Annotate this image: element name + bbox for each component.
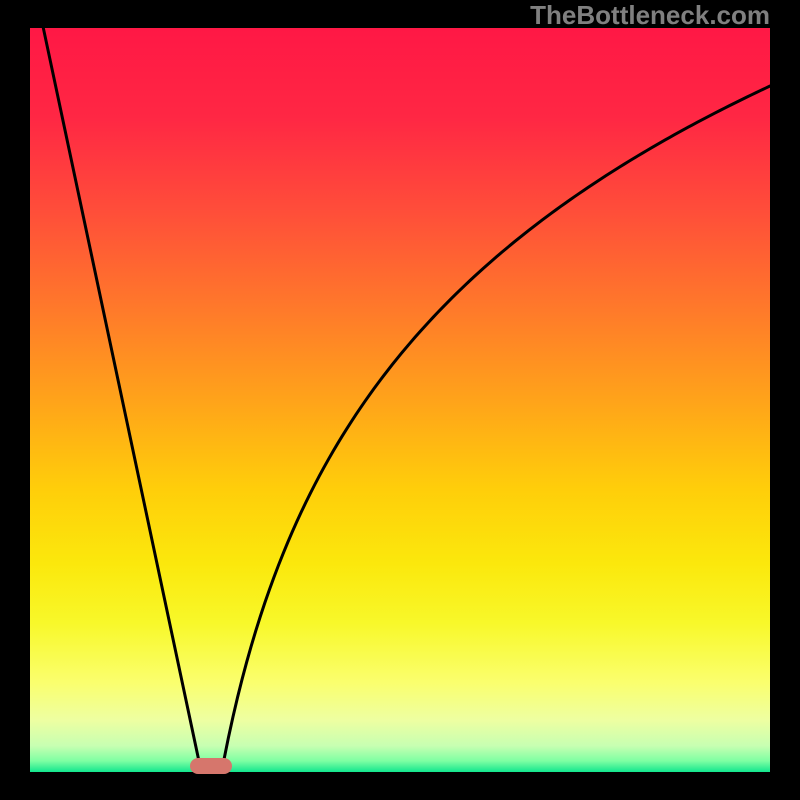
bottom-marker: [190, 758, 232, 774]
left-descending-line: [43, 28, 198, 760]
watermark-text: TheBottleneck.com: [530, 0, 770, 31]
plot-area: [30, 28, 770, 772]
chart-root: TheBottleneck.com: [0, 0, 800, 800]
right-rising-curve: [224, 86, 770, 760]
curve-layer: [30, 28, 770, 772]
